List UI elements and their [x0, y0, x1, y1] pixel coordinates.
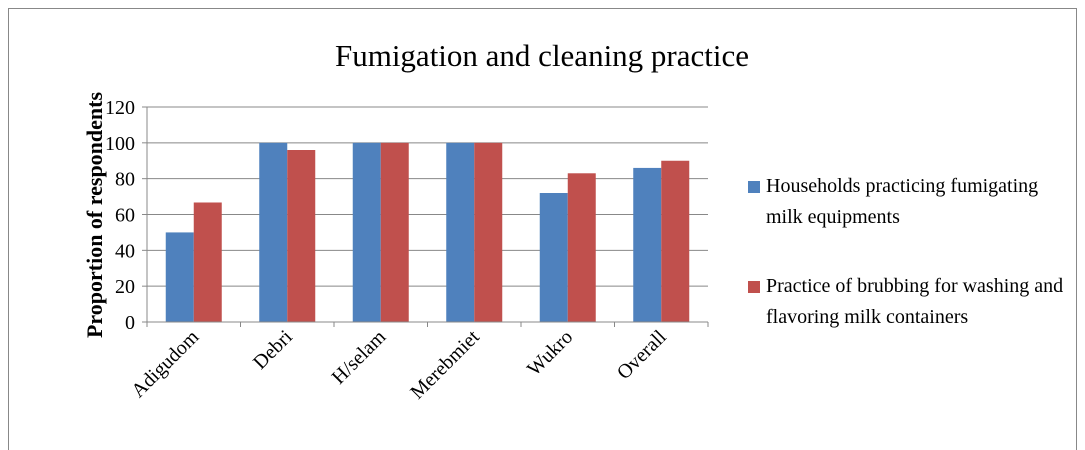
legend-entry: Households practicing fumigating milk eq… — [748, 171, 1068, 233]
legend-label: Households practicing fumigating milk eq… — [766, 175, 1039, 228]
x-tick-label: Merebmiet — [406, 326, 484, 404]
bar — [446, 142, 475, 322]
bar — [474, 142, 503, 322]
bar — [567, 173, 596, 322]
legend-swatch — [748, 181, 760, 193]
y-tick-label: 20 — [115, 276, 135, 298]
x-tick-label: Overall — [613, 326, 671, 384]
bar — [259, 142, 288, 322]
bar — [633, 167, 662, 322]
x-tick-label: Debri — [249, 326, 297, 374]
y-tick-label: 100 — [105, 133, 135, 155]
y-tick-label: 80 — [115, 169, 135, 191]
bar — [165, 232, 194, 322]
bar — [380, 142, 409, 322]
chart-frame — [8, 8, 1077, 450]
legend-entry: Practice of brubbing for washing and fla… — [748, 271, 1068, 333]
bar — [193, 202, 222, 322]
x-tick-label: Adigudom — [127, 326, 203, 402]
bar — [352, 142, 381, 322]
bar — [661, 160, 690, 322]
bar — [539, 193, 568, 322]
y-tick-label: 40 — [115, 240, 135, 262]
y-axis-label: Proportion of respondents — [82, 92, 107, 339]
legend-swatch — [748, 281, 760, 293]
x-tick-label: H/selam — [328, 326, 391, 389]
legend-label: Practice of brubbing for washing and fla… — [766, 275, 1064, 328]
bar — [287, 150, 316, 322]
x-tick-label: Wukro — [523, 326, 577, 380]
chart-title: Fumigation and cleaning practice — [335, 38, 749, 73]
y-tick-label: 120 — [105, 97, 135, 119]
y-tick-label: 60 — [115, 205, 135, 227]
y-tick-label: 0 — [125, 312, 135, 334]
